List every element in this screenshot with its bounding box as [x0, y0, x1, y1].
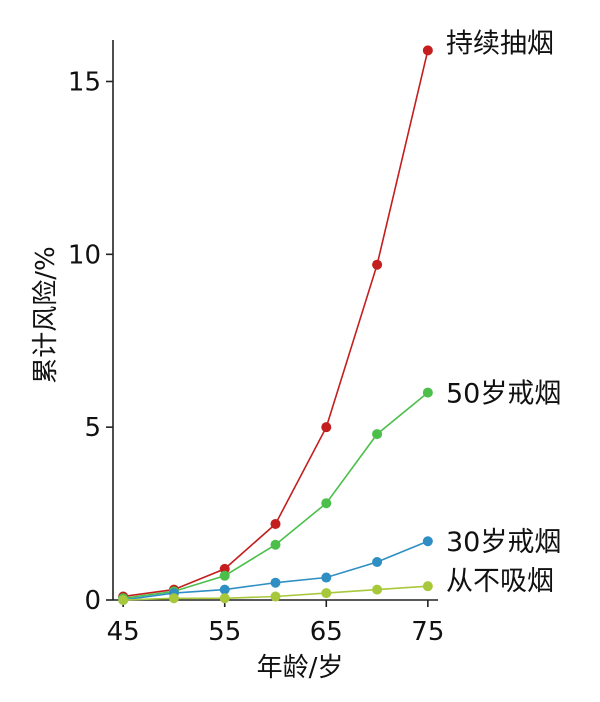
data-point — [168, 593, 179, 604]
data-point — [118, 595, 129, 605]
data-point — [321, 572, 332, 583]
data-point — [270, 591, 281, 602]
series-2 — [118, 387, 433, 604]
data-point — [270, 539, 281, 550]
data-point — [219, 593, 230, 604]
data-point — [372, 556, 383, 567]
x-tick-label: 55 — [208, 617, 241, 647]
series-layer — [118, 45, 433, 605]
data-point — [372, 429, 383, 440]
series-1 — [118, 45, 433, 602]
series-label: 50岁戒烟 — [446, 379, 561, 410]
series-label: 30岁戒烟 — [446, 527, 561, 558]
y-tick-label: 0 — [84, 586, 101, 616]
x-tick-label: 75 — [411, 617, 444, 647]
y-tick-label: 10 — [68, 240, 101, 270]
axes: 0 5 10 15 45 55 65 75 — [68, 40, 444, 647]
data-point — [219, 570, 230, 581]
series-line — [123, 540, 429, 601]
data-point — [270, 577, 281, 588]
data-point — [372, 259, 383, 270]
data-point — [321, 588, 332, 599]
data-point — [270, 518, 281, 529]
series-line — [123, 391, 429, 600]
data-point — [321, 498, 332, 509]
series-label: 从不吸烟 — [446, 566, 554, 597]
data-point — [422, 581, 433, 592]
y-tick-label: 15 — [68, 67, 101, 97]
data-point — [219, 584, 230, 595]
data-point — [422, 387, 433, 398]
y-tick-label: 5 — [84, 413, 101, 443]
series-line — [123, 50, 429, 598]
data-point — [321, 422, 332, 433]
data-point — [219, 563, 230, 574]
data-point — [372, 584, 383, 595]
x-tick-label: 65 — [310, 617, 343, 647]
series-4 — [118, 581, 433, 605]
y-axis-label: 累计风险/% — [31, 246, 61, 383]
series-label: 持续抽烟 — [446, 28, 554, 59]
x-axis-label: 年龄/岁 — [257, 653, 344, 683]
data-point — [422, 45, 433, 56]
data-point — [422, 536, 433, 547]
x-tick-label: 45 — [107, 617, 140, 647]
